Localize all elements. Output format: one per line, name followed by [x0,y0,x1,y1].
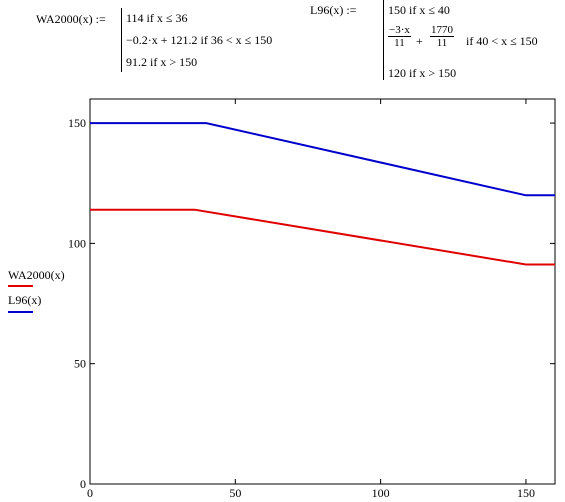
x-tick-label-100: 100 [372,486,390,500]
y-tick-label-0: 0 [80,477,86,491]
legend-label-l96: L96(x) [8,293,42,307]
x-tick-label-0: 0 [87,486,93,500]
wa2000-brace [121,8,122,72]
l96-brace [383,0,384,80]
legend-line-wa2000 [8,285,33,287]
l96-case-1: 150 if x ≤ 40 [388,3,450,17]
l96-fraction-b-numerator: 1770 [430,24,454,37]
l96-fraction-a-numerator: −3·x [388,24,411,37]
wa2000-case-2: −0.2·x + 121.2 if 36 < x ≤ 150 [126,33,273,47]
y-tick-label-150: 150 [68,116,86,130]
l96-fraction-a-denominator: 11 [394,37,405,49]
y-tick-label-50: 50 [74,357,86,371]
x-tick-label-50: 50 [229,486,241,500]
y-tick-label-100: 100 [68,236,86,250]
series-line-wa2000 [90,208,555,266]
l96-plus-sign: + [416,34,423,48]
l96-name: L96(x) := [310,3,357,17]
legend-label-wa2000: WA2000(x) [8,268,65,282]
series-line-l96 [90,122,555,197]
l96-case-3: 120 if x > 150 [388,66,457,80]
series-lines [90,122,555,266]
wa2000-name: WA2000(x) := [36,12,106,26]
x-tick-label-150: 150 [517,486,535,500]
axis-ticks: 0 50 100 150 0 50 100 150 [68,99,555,500]
l96-fraction-b-denominator: 11 [436,37,448,49]
wa2000-case-1: 114 if x ≤ 36 [126,11,188,25]
l96-fraction-a: −3·x 11 [388,24,411,49]
l96-fraction-b: 1770 11 [430,24,454,49]
legend-line-l96 [8,311,33,313]
wa2000-case-3: 91.2 if x > 150 [126,55,198,69]
l96-case-2-condition: if 40 < x ≤ 150 [466,34,538,48]
plot-frame [89,98,556,485]
